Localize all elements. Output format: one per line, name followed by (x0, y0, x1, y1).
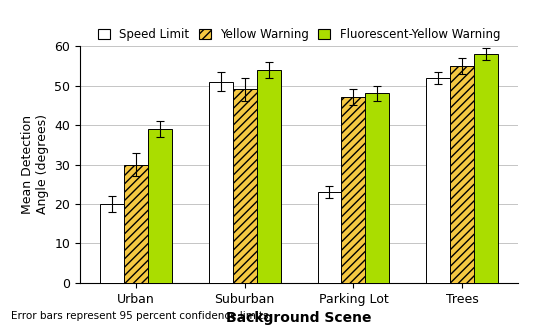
Legend: Speed Limit, Yellow Warning, Fluorescent-Yellow Warning: Speed Limit, Yellow Warning, Fluorescent… (96, 26, 502, 44)
Bar (257, 70, 280, 283)
Bar (233, 89, 257, 283)
Bar (341, 97, 365, 283)
Bar (318, 192, 341, 283)
X-axis label: Background Scene: Background Scene (226, 311, 372, 325)
Bar (100, 204, 124, 283)
Y-axis label: Mean Detection
Angle (degrees): Mean Detection Angle (degrees) (21, 114, 49, 215)
Bar (365, 93, 389, 283)
Bar (148, 129, 172, 283)
Bar (450, 66, 474, 283)
Text: Error bars represent 95 percent confidence limits.: Error bars represent 95 percent confiden… (11, 311, 272, 321)
Bar (209, 82, 233, 283)
Bar (124, 164, 148, 283)
Bar (474, 54, 498, 283)
Bar (426, 78, 450, 283)
